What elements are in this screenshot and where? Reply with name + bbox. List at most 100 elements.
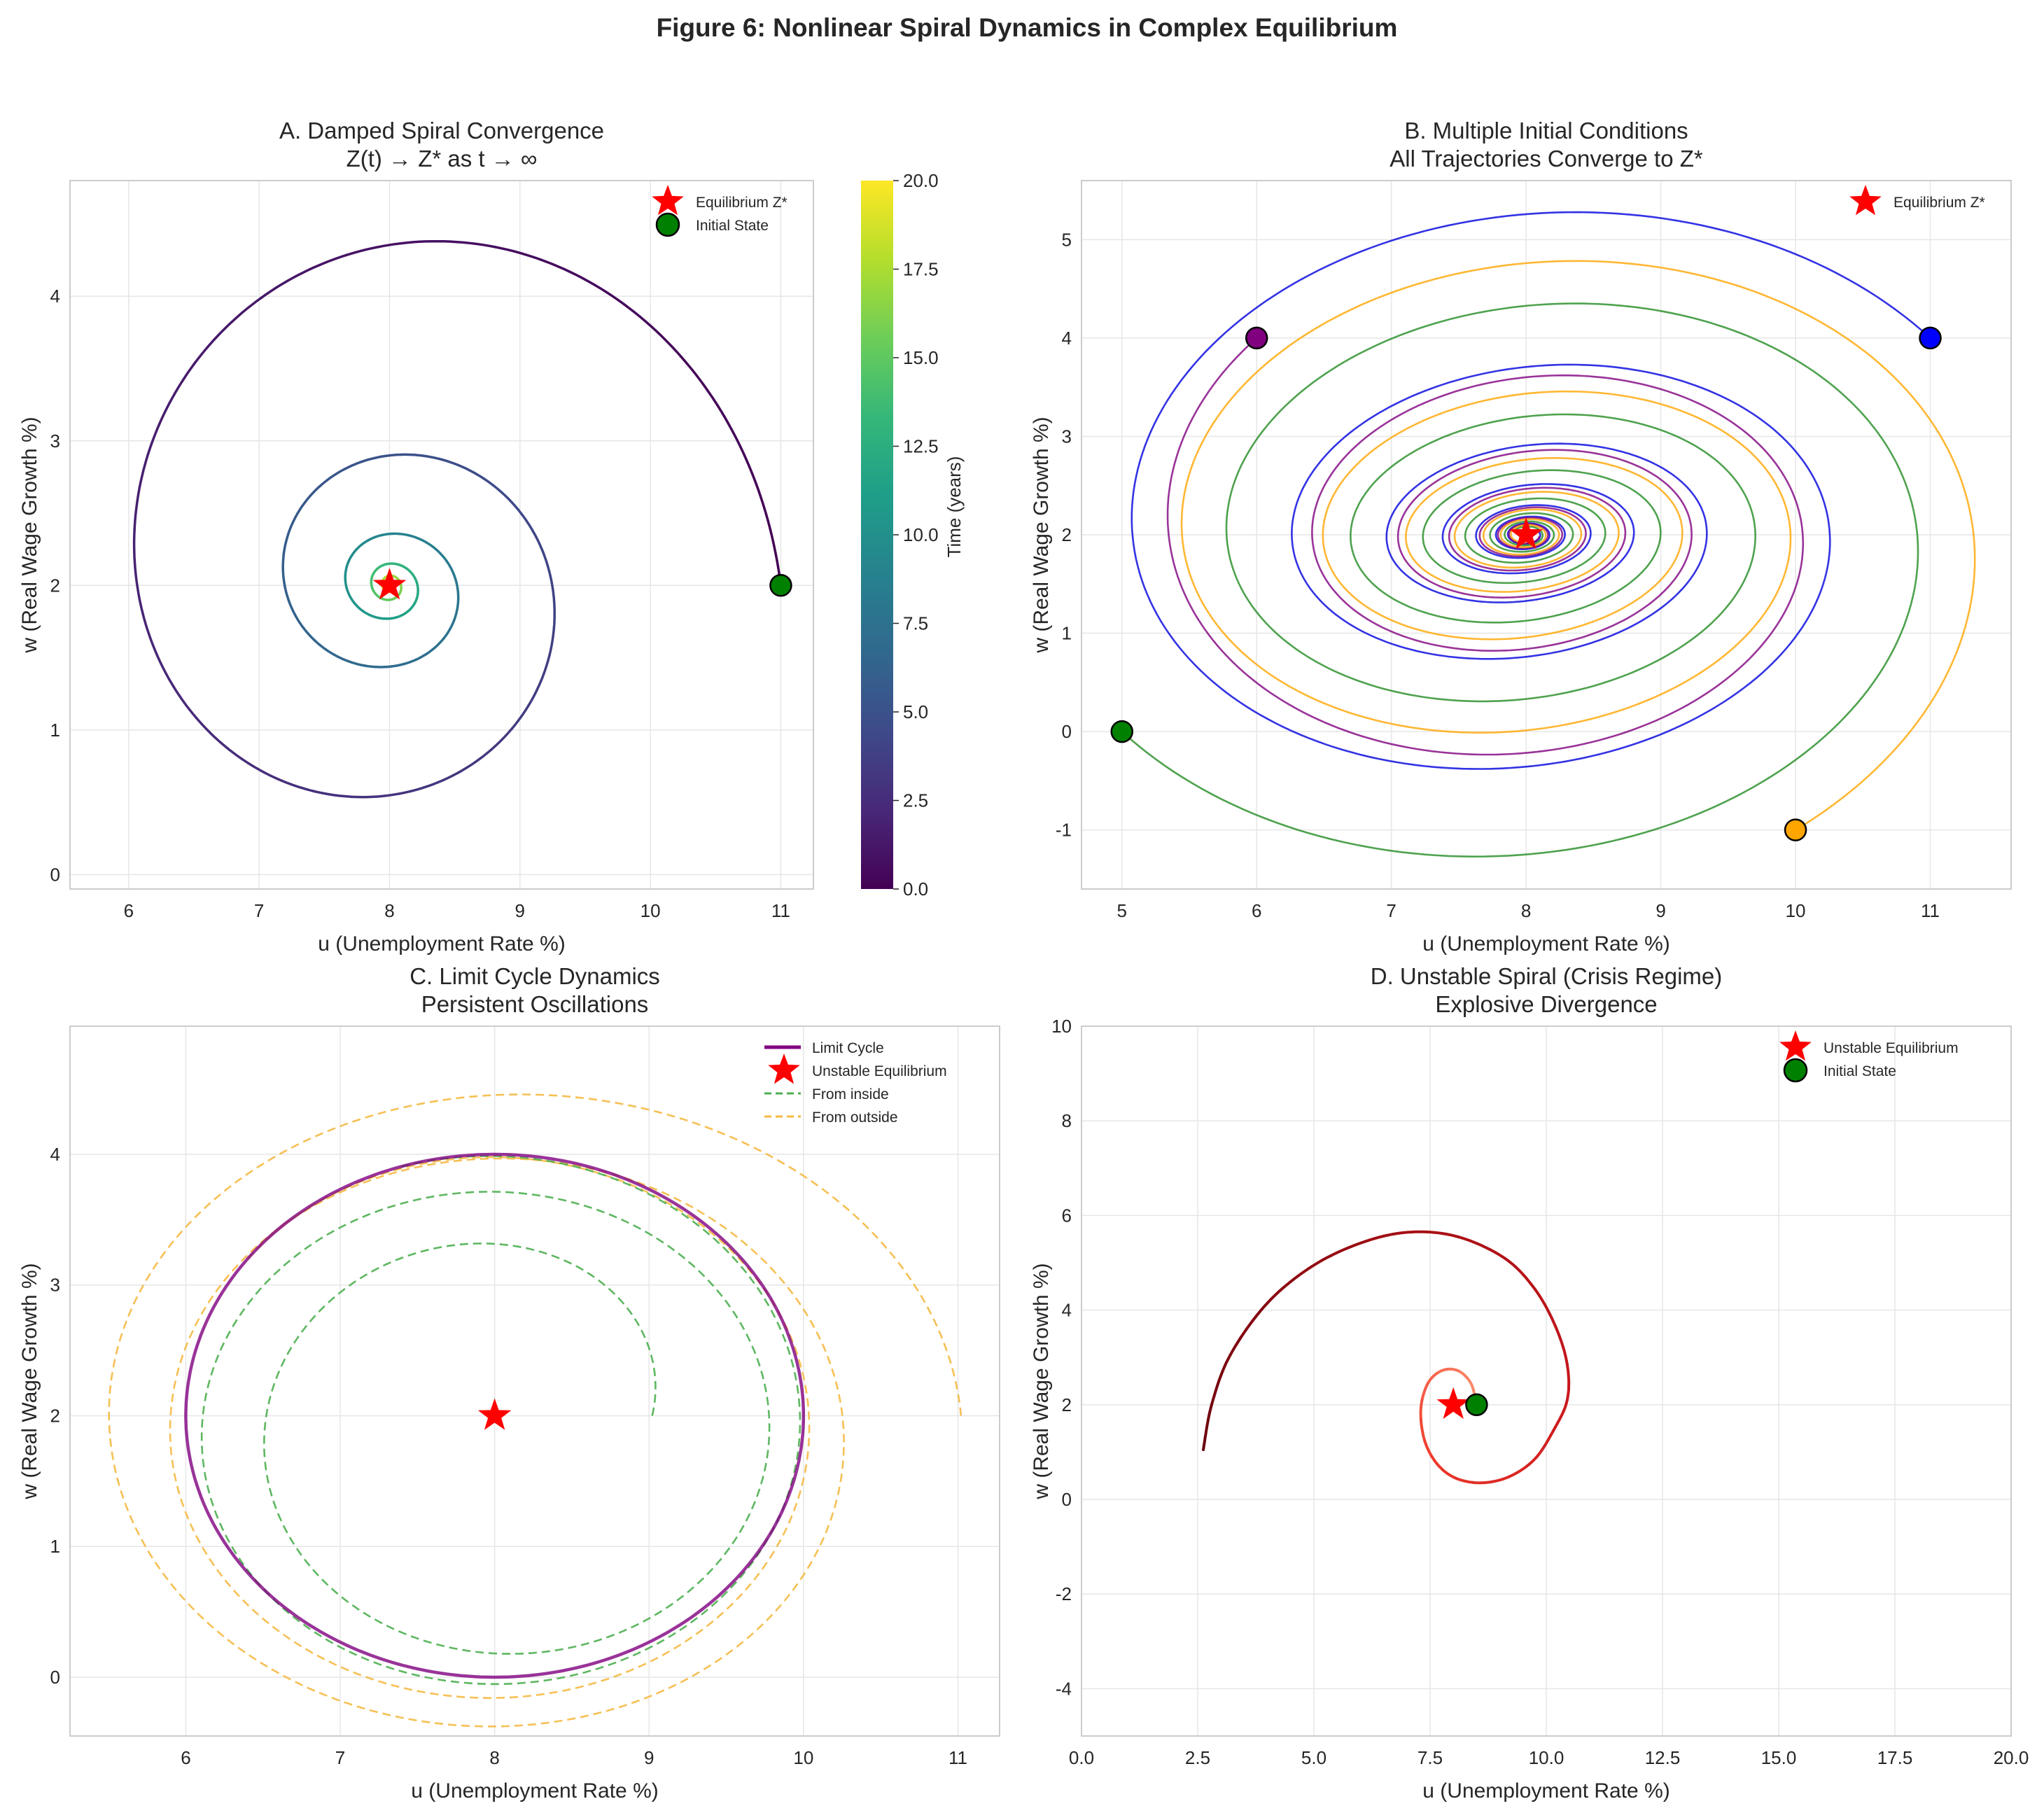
plot-content bbox=[1110, 211, 1976, 858]
trajectory-segment bbox=[410, 780, 442, 793]
legend-label: From outside bbox=[812, 1110, 898, 1126]
legend-label: Equilibrium Z* bbox=[696, 195, 788, 211]
trajectory-segment bbox=[1430, 1455, 1444, 1471]
trajectory-segment bbox=[1533, 1287, 1551, 1315]
axes-frame bbox=[69, 180, 814, 890]
x-tick-label: 5 bbox=[1117, 900, 1127, 921]
trajectory-segment bbox=[300, 253, 348, 275]
series-d-0 bbox=[1202, 1230, 1571, 1485]
trajectory-segment bbox=[281, 568, 286, 587]
x-tick-label: 8 bbox=[489, 1747, 499, 1768]
trajectory-segment bbox=[549, 574, 556, 603]
trajectory-segment bbox=[548, 626, 556, 656]
trajectory-segment bbox=[490, 727, 513, 751]
trajectory-segment bbox=[133, 485, 141, 532]
trajectory-segment bbox=[302, 627, 316, 641]
trajectory-segment bbox=[377, 665, 393, 668]
trajectory-segment bbox=[374, 533, 384, 539]
y-tick-label: -4 bbox=[1056, 1678, 1072, 1699]
chart-subtitle: All Trajectories Converge to Z* bbox=[1390, 146, 1703, 172]
trajectory-segment bbox=[680, 355, 719, 406]
trajectory-segment bbox=[1456, 1235, 1492, 1252]
trajectory-segment bbox=[453, 608, 458, 621]
trajectory-segment bbox=[1441, 1468, 1457, 1480]
trajectory-segment bbox=[1329, 1240, 1366, 1257]
trajectory-segment bbox=[292, 505, 304, 523]
equilibrium-star-marker bbox=[477, 1398, 512, 1430]
y-tick-label: 1 bbox=[50, 720, 60, 741]
trajectory-segment bbox=[540, 653, 552, 682]
x-tick-label: 0.0 bbox=[1069, 1747, 1094, 1768]
chart-title: B. Multiple Initial Conditions bbox=[1404, 118, 1688, 144]
trajectory-segment bbox=[281, 779, 316, 793]
trajectory-segment bbox=[442, 627, 451, 640]
colorbar-label: Time (years) bbox=[944, 456, 965, 558]
trajectory-segment bbox=[1239, 1301, 1269, 1339]
legend-label: Unstable Equilibrium bbox=[1823, 1040, 1959, 1056]
trajectory-segment bbox=[141, 612, 158, 653]
colorbar-tick-label: 10.0 bbox=[903, 524, 939, 545]
trajectory-segment bbox=[1552, 1409, 1565, 1432]
series-limit-cycle bbox=[184, 1152, 806, 1679]
trajectory-segment bbox=[349, 661, 366, 667]
trajectory-segment bbox=[1471, 1480, 1492, 1485]
trajectory-segment bbox=[435, 637, 445, 648]
trajectory-segment bbox=[462, 466, 485, 480]
trajectory-segment bbox=[1426, 1372, 1438, 1385]
trajectory-segment bbox=[416, 536, 427, 544]
trajectory-segment bbox=[1454, 1476, 1474, 1484]
legend-label: Initial State bbox=[696, 218, 769, 234]
trajectory-segment bbox=[284, 584, 290, 603]
trajectory-segment bbox=[465, 748, 493, 769]
legend: Limit Cycle Unstable Equilibrium From insi… bbox=[764, 1040, 947, 1126]
x-tick-label: 10 bbox=[640, 900, 661, 921]
trajectory-segment bbox=[1525, 1449, 1544, 1468]
x-tick-label: 8 bbox=[1521, 900, 1531, 921]
y-tick-label: 0 bbox=[1062, 1489, 1072, 1510]
trajectory-segment bbox=[326, 468, 345, 482]
trajectory-segment bbox=[342, 461, 363, 471]
equilibrium-star-marker bbox=[372, 568, 407, 600]
y-tick-label: -1 bbox=[1056, 820, 1072, 841]
trajectory-segment bbox=[172, 685, 197, 719]
trajectory-segment bbox=[454, 578, 459, 590]
trajectory-segment bbox=[544, 260, 596, 286]
trajectory-segment bbox=[745, 458, 769, 522]
x-tick-label: 10 bbox=[1786, 900, 1806, 921]
chart-title: A. Damped Spiral Convergence bbox=[279, 118, 604, 144]
trajectory-segment bbox=[363, 664, 380, 668]
trajectory-segment bbox=[402, 658, 418, 666]
x-axis-label: u (Unemployment Rate %) bbox=[1422, 1779, 1670, 1802]
trajectory-segment bbox=[443, 240, 497, 248]
trajectory-segment bbox=[638, 315, 682, 358]
trajectory-segment bbox=[421, 454, 444, 461]
chart-title: D. Unstable Spiral (Crisis Regime) bbox=[1371, 963, 1722, 989]
plot-content bbox=[132, 239, 792, 799]
chart-panel-d: 0.0 2.5 5.0 7.5 10.0 12.5 15.0 17.5 20.0 -4 -2 0 2 4 6… bbox=[1030, 963, 2029, 1802]
x-tick-label: 10.0 bbox=[1529, 1747, 1564, 1768]
trajectory-segment bbox=[1423, 1438, 1434, 1459]
x-tick-label: 11 bbox=[948, 1747, 967, 1768]
trajectory-segment bbox=[286, 519, 295, 539]
trajectory-segment bbox=[223, 297, 262, 330]
y-tick-label: 4 bbox=[50, 1144, 60, 1165]
trajectory-segment bbox=[259, 272, 303, 300]
legend: Equilibrium Z* Initial State bbox=[652, 185, 788, 237]
trajectory-segment bbox=[541, 550, 552, 578]
trajectory-segment bbox=[313, 790, 349, 798]
axes-frame bbox=[1081, 1026, 2012, 1737]
x-tick-label: 6 bbox=[124, 900, 134, 921]
y-tick-label: 3 bbox=[50, 1275, 60, 1296]
trajectory-segment bbox=[1466, 1376, 1476, 1392]
trajectory-segment bbox=[1507, 1464, 1529, 1478]
colorbar: 0.0 2.5 5.0 7.5 10.0 12.5 15.0 17.5 20.0 Time (ye… bbox=[861, 170, 965, 899]
trajectory-segment bbox=[150, 401, 172, 446]
y-axis-label: w (Real Wage Growth %) bbox=[1030, 416, 1053, 653]
trajectory-segment bbox=[378, 790, 412, 798]
initial-state-marker bbox=[1110, 720, 1133, 743]
trajectory-segment bbox=[425, 645, 438, 655]
trajectory-segment bbox=[336, 655, 353, 664]
trajectory-segment bbox=[1540, 1429, 1555, 1452]
colorbar-tick-label: 2.5 bbox=[903, 790, 928, 811]
x-tick-label: 12.5 bbox=[1645, 1747, 1681, 1768]
